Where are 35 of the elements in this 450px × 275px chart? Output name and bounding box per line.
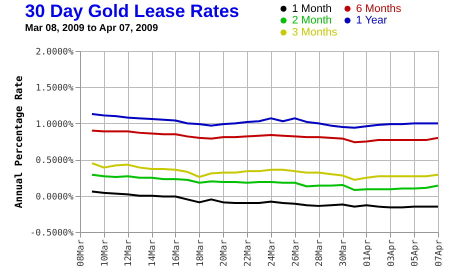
x-tick-label: 20Mar	[220, 238, 230, 267]
chart-title: 30 Day Gold Lease Rates	[25, 1, 240, 21]
line-series	[90, 174, 439, 192]
y-axis-title: Annual Percentage Rate	[14, 76, 26, 208]
legend-label: 2 Month	[292, 14, 332, 26]
legend-label: 1 Month	[292, 2, 332, 15]
x-tick-label: 26Mar	[291, 238, 302, 267]
x-tick-label: 14Mar	[148, 238, 158, 267]
chart-subtitle: Mar 08, 2009 to Apr 07, 2009	[25, 23, 158, 34]
x-tick-label: 07Apr	[434, 238, 444, 267]
x-tick-label: 28Mar	[315, 238, 326, 267]
x-tick-label: 22Mar	[244, 238, 254, 267]
x-tick-label: 03Apr	[386, 238, 397, 267]
x-tick-label: 01Apr	[362, 238, 373, 267]
x-tick-label: 16Mar	[172, 238, 182, 267]
x-tick-label: 18Mar	[196, 238, 206, 267]
line-series	[90, 112, 439, 129]
y-tick-label: -0.5000%	[30, 228, 74, 238]
x-tick-label: 12Mar	[124, 238, 134, 267]
line-series	[90, 130, 439, 144]
line-series	[90, 190, 439, 208]
y-tick-label: 2.0000%	[36, 48, 74, 58]
y-tick-label: 1.0000%	[36, 120, 74, 130]
legend-label: 3 Months	[292, 26, 338, 38]
y-tick-label: 0.0000%	[36, 192, 74, 202]
line-series	[90, 162, 439, 181]
y-tick-label: 1.5000%	[36, 84, 74, 94]
x-tick-label: 30Mar	[339, 238, 350, 267]
legend-label: 1 Year	[356, 14, 388, 26]
x-tick-label: 10Mar	[100, 238, 110, 267]
x-tick-label: 24Mar	[267, 238, 278, 267]
x-tick-label: 08Mar	[76, 238, 86, 267]
legend-label: 6 Months	[356, 2, 402, 15]
y-tick-label: 0.5000%	[36, 156, 74, 166]
x-tick-label: 05Apr	[410, 238, 421, 267]
